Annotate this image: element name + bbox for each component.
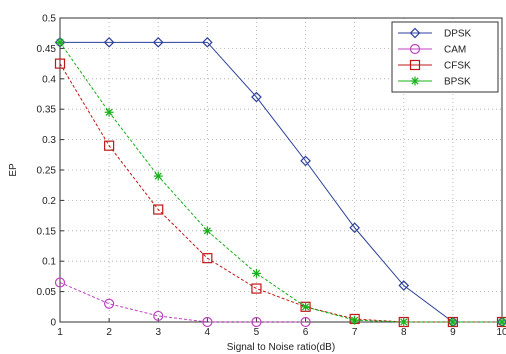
y-tick-label: 0.25 xyxy=(37,166,57,177)
data-point-dpsk xyxy=(201,36,213,48)
legend-marker-cfsk xyxy=(409,59,421,71)
data-point-cam xyxy=(251,316,262,328)
data-point-bpsk xyxy=(202,226,212,236)
data-point-dpsk xyxy=(251,91,262,103)
legend: DPSK CAM CFSK BPSK xyxy=(391,21,499,93)
series-dpsk xyxy=(54,36,506,328)
x-tick-label: 3 xyxy=(155,327,161,338)
x-tick-label: 7 xyxy=(352,327,358,338)
data-point-bpsk xyxy=(448,317,458,327)
data-point-bpsk xyxy=(301,302,311,312)
x-tick-label: 1 xyxy=(57,327,63,338)
legend-marker-dpsk xyxy=(409,27,421,39)
series-line-bpsk xyxy=(59,42,502,323)
data-point-cfsk xyxy=(54,58,66,69)
data-point-cfsk xyxy=(202,253,213,264)
legend-label-cfsk: CFSK xyxy=(444,61,471,72)
legend-item-cam: CAM xyxy=(398,43,466,56)
series-cfsk xyxy=(54,58,506,328)
x-tick-label: 6 xyxy=(303,327,309,338)
y-tick-label: 0.3 xyxy=(42,135,56,146)
legend-marker-cam xyxy=(409,43,421,55)
legend-item-cfsk: CFSK xyxy=(398,59,471,72)
data-point-cam xyxy=(300,316,311,328)
series-line-dpsk xyxy=(60,41,502,323)
y-tick-label: 0.5 xyxy=(42,14,56,25)
x-tick-label: 9 xyxy=(450,327,456,338)
series-cam xyxy=(54,277,311,328)
data-point-bpsk xyxy=(399,317,409,327)
series-layer xyxy=(54,36,506,328)
data-point-cfsk xyxy=(251,283,262,294)
x-axis: 1 2 3 4 5 6 7 8 9 10 xyxy=(57,318,506,338)
series-line-cam xyxy=(59,282,306,323)
data-point-cam xyxy=(153,310,164,322)
legend-item-dpsk: DPSK xyxy=(398,27,472,40)
legend-label-bpsk: BPSK xyxy=(444,77,471,88)
x-tick-label: 8 xyxy=(401,327,407,338)
data-point-cam xyxy=(54,277,66,288)
y-tick-label: 0.2 xyxy=(42,196,56,207)
series-line-cfsk xyxy=(59,63,502,323)
y-tick-label: 0 xyxy=(50,318,56,329)
data-point-dpsk xyxy=(103,36,115,48)
y-tick-label: 0.35 xyxy=(37,105,57,116)
x-tick-label: 10 xyxy=(496,327,506,338)
y-tick-label: 0.15 xyxy=(37,226,57,237)
legend-box xyxy=(391,21,499,93)
data-point-cam xyxy=(202,316,213,328)
y-tick-label: 0.05 xyxy=(37,287,57,298)
legend-marker-bpsk xyxy=(410,76,420,86)
data-point-bpsk xyxy=(153,171,163,181)
y-axis: 0 0.05 0.1 0.15 0.2 0.25 0.3 0.35 0.4 0.45 0.5 xyxy=(37,14,64,329)
data-point-dpsk xyxy=(152,36,164,48)
x-axis-label: Signal to Noise ratio(dB) xyxy=(227,342,335,353)
legend-label-dpsk: DPSK xyxy=(444,29,472,40)
data-point-dpsk xyxy=(349,222,361,234)
data-point-dpsk xyxy=(398,280,410,291)
data-point-bpsk xyxy=(497,317,506,327)
data-point-cfsk xyxy=(104,140,115,151)
y-tick-label: 0.4 xyxy=(42,74,56,85)
data-point-cfsk xyxy=(153,204,164,215)
series-bpsk xyxy=(55,37,506,327)
data-point-bpsk xyxy=(55,37,65,47)
data-point-bpsk xyxy=(350,315,360,325)
x-tick-label: 2 xyxy=(106,327,112,338)
y-axis-label: EP xyxy=(8,163,19,177)
x-tick-label: 5 xyxy=(254,327,260,338)
legend-item-bpsk: BPSK xyxy=(398,76,471,88)
data-point-bpsk xyxy=(251,268,261,278)
y-tick-label: 0.1 xyxy=(42,257,56,268)
legend-label-cam: CAM xyxy=(444,45,466,56)
x-tick-label: 4 xyxy=(205,327,211,338)
data-point-bpsk xyxy=(104,107,114,117)
y-tick-label: 0.45 xyxy=(37,44,57,55)
data-point-cam xyxy=(104,298,115,309)
data-point-dpsk xyxy=(300,155,311,167)
